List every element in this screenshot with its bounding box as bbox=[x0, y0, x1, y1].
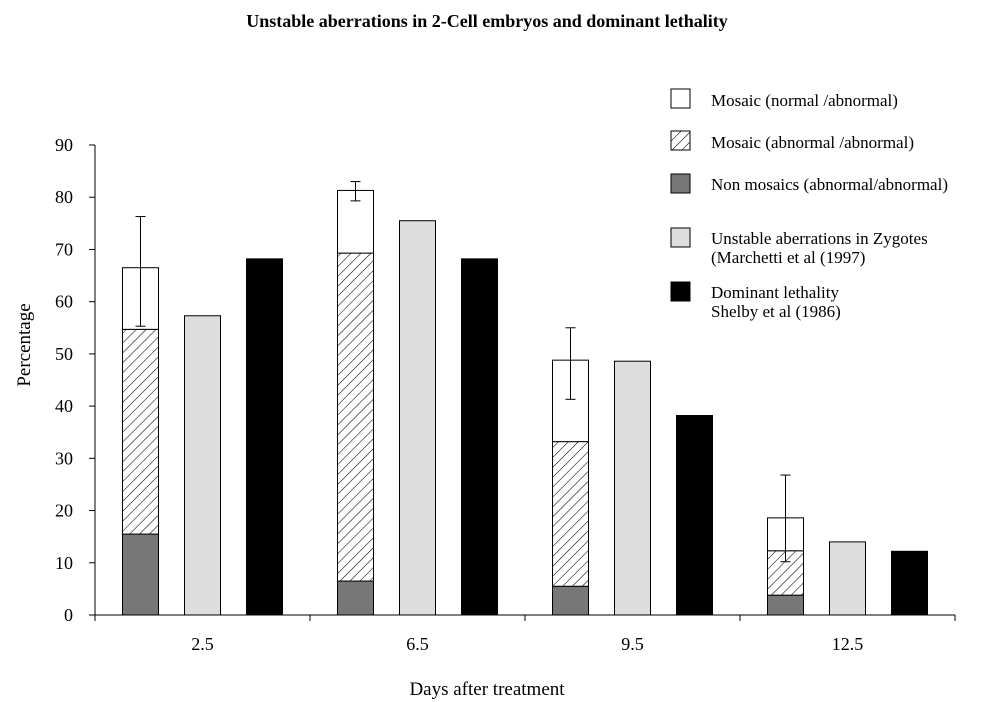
x-tick-label: 9.5 bbox=[621, 634, 644, 654]
y-ticks: 0 10 20 30 40 50 60 70 80 90 bbox=[55, 135, 95, 625]
y-tick-label: 90 bbox=[55, 135, 73, 155]
y-tick-label: 40 bbox=[55, 396, 73, 416]
y-tick-label: 30 bbox=[55, 448, 73, 468]
legend-label-lethality: Dominant lethality bbox=[711, 283, 839, 302]
chart-title: Unstable aberrations in 2-Cell embryos a… bbox=[246, 11, 728, 31]
bar-zygotes bbox=[829, 541, 866, 616]
y-tick-label: 70 bbox=[55, 239, 73, 259]
error-bars bbox=[135, 181, 791, 563]
x-ticks: 2.5 6.5 9.5 12.5 bbox=[94, 615, 956, 654]
legend-label-zygotes: Unstable aberrations in Zygotes bbox=[711, 229, 928, 248]
legend-label-non-mosaic: Non mosaics (abnormal/abnormal) bbox=[711, 175, 948, 194]
y-tick-label: 50 bbox=[55, 344, 73, 364]
legend-swatch-lethality bbox=[670, 281, 691, 302]
bar-lethality bbox=[246, 258, 283, 616]
y-axis-title: Percentage bbox=[14, 303, 35, 386]
bar-mosaic-abnormal bbox=[337, 252, 374, 582]
legend-label-lethality-citation: Shelby et al (1986) bbox=[711, 302, 841, 321]
legend-swatch-non-mosaic bbox=[670, 173, 691, 194]
bar-mosaic-abnormal bbox=[122, 328, 159, 535]
y-tick-label: 10 bbox=[55, 553, 73, 573]
y-tick-label: 80 bbox=[55, 187, 73, 207]
bars bbox=[122, 189, 928, 616]
bar-lethality bbox=[676, 415, 713, 616]
legend-swatch-mosaic-abnormal bbox=[670, 130, 691, 151]
bar-non-mosaic bbox=[337, 580, 374, 616]
x-tick-label: 6.5 bbox=[406, 634, 429, 654]
y-tick-label: 0 bbox=[64, 605, 73, 625]
bar-non-mosaic bbox=[552, 585, 589, 616]
bar-lethality bbox=[461, 258, 498, 616]
legend-label-zygotes-citation: (Marchetti et al (1997) bbox=[711, 248, 865, 267]
y-tick-label: 20 bbox=[55, 501, 73, 521]
x-tick-label: 12.5 bbox=[832, 634, 864, 654]
legend-swatch-zygotes bbox=[670, 227, 691, 248]
bar-non-mosaic bbox=[767, 594, 804, 616]
legend-label-mosaic-abnormal: Mosaic (abnormal /abnormal) bbox=[711, 133, 914, 152]
bar-mosaic-abnormal bbox=[552, 441, 589, 587]
bar-zygotes bbox=[614, 360, 651, 616]
bar-lethality bbox=[891, 550, 928, 616]
legend-label-mosaic-normal: Mosaic (normal /abnormal) bbox=[711, 91, 898, 110]
bar-zygotes bbox=[184, 315, 221, 616]
y-tick-label: 60 bbox=[55, 292, 73, 312]
x-axis-title: Days after treatment bbox=[409, 679, 565, 700]
legend: Mosaic (normal /abnormal) Mosaic (abnorm… bbox=[670, 88, 948, 321]
legend-swatch-mosaic-normal bbox=[670, 88, 691, 109]
bar-non-mosaic bbox=[122, 533, 159, 616]
bar-zygotes bbox=[399, 220, 436, 616]
x-tick-label: 2.5 bbox=[191, 634, 214, 654]
